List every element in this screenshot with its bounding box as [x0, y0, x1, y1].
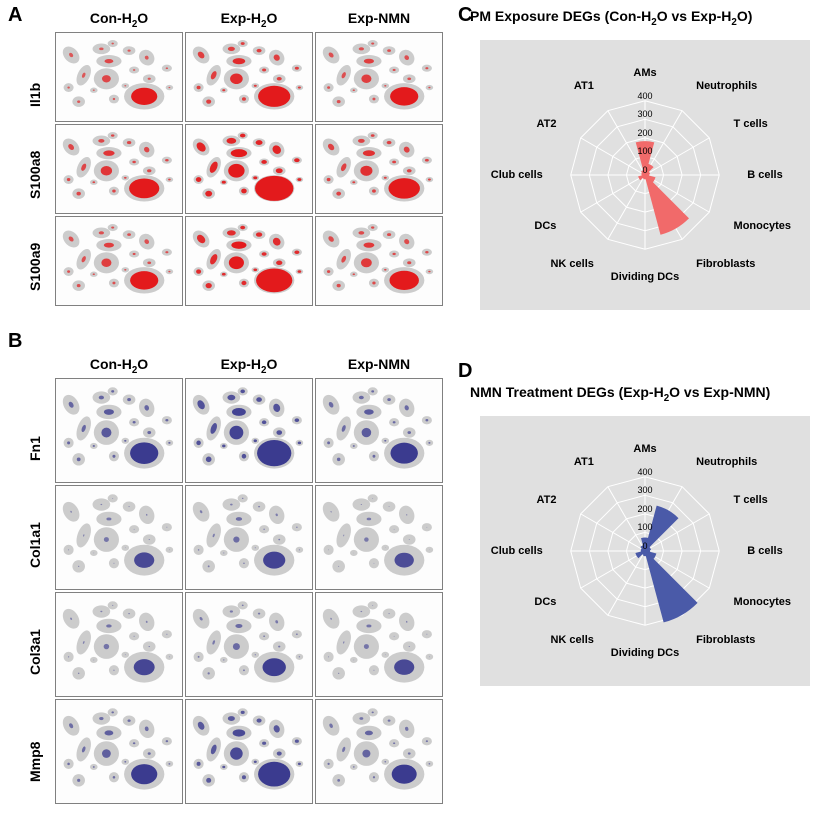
- radar-tick: 100: [633, 146, 657, 156]
- umap-cell: [185, 378, 313, 483]
- radar-category-label: NK cells: [514, 634, 594, 646]
- radar-category-label: Neutrophils: [696, 456, 757, 468]
- col-header: Exp-H2O: [185, 356, 313, 376]
- radar-category-label: AT2: [476, 494, 556, 506]
- umap-cell: [55, 485, 183, 590]
- panel-label-b: B: [8, 330, 22, 353]
- radar-category-label: Fibroblasts: [696, 634, 755, 646]
- radar-category-label: DCs: [476, 220, 556, 232]
- row-label: Il1b: [27, 47, 43, 107]
- umap-cell: [315, 699, 443, 804]
- radar-tick: 300: [633, 485, 657, 495]
- radar-category-label: Neutrophils: [696, 80, 757, 92]
- umap-cell: [315, 32, 443, 122]
- radar-tick: 0: [633, 165, 657, 175]
- panel-label-a: A: [8, 4, 22, 27]
- radar-category-label: Club cells: [463, 545, 543, 557]
- radar-category-label: AT2: [476, 118, 556, 130]
- umap-cell: [55, 592, 183, 697]
- radar-tick: 0: [633, 541, 657, 551]
- radar-category-label: Monocytes: [734, 596, 791, 608]
- radar-category-label: Dividing DCs: [605, 271, 685, 283]
- radar-title: PM Exposure DEGs (Con-H2O vs Exp-H2O): [470, 8, 820, 28]
- umap-cell: [55, 699, 183, 804]
- umap-cell: [55, 32, 183, 122]
- umap-cell: [55, 124, 183, 214]
- radar-tick: 400: [633, 91, 657, 101]
- row-label: Col1a1: [27, 508, 43, 568]
- radar-category-label: B cells: [747, 169, 782, 181]
- radar-category-label: Monocytes: [734, 220, 791, 232]
- col-header: Con-H2O: [55, 10, 183, 30]
- radar-category-label: AT1: [514, 456, 594, 468]
- col-header: Exp-NMN: [315, 356, 443, 372]
- radar-tick: 400: [633, 467, 657, 477]
- radar-category-label: AMs: [605, 443, 685, 455]
- umap-cell: [185, 592, 313, 697]
- panel-label-d: D: [458, 360, 472, 383]
- radar-category-label: T cells: [734, 494, 768, 506]
- radar-category-label: NK cells: [514, 258, 594, 270]
- radar-category-label: DCs: [476, 596, 556, 608]
- col-header: Exp-H2O: [185, 10, 313, 30]
- umap-cell: [55, 216, 183, 306]
- umap-cell: [315, 592, 443, 697]
- row-label: Fn1: [27, 401, 43, 461]
- umap-cell: [185, 216, 313, 306]
- radar-category-label: Fibroblasts: [696, 258, 755, 270]
- umap-cell: [315, 485, 443, 590]
- radar-category-label: Club cells: [463, 169, 543, 181]
- umap-cell: [185, 124, 313, 214]
- radar-category-label: T cells: [734, 118, 768, 130]
- col-header: Exp-NMN: [315, 10, 443, 26]
- umap-cell: [315, 216, 443, 306]
- umap-cell: [185, 32, 313, 122]
- umap-cell: [185, 699, 313, 804]
- radar-tick: 200: [633, 128, 657, 138]
- radar-title: NMN Treatment DEGs (Exp-H2O vs Exp-NMN): [470, 384, 820, 404]
- umap-cell: [315, 124, 443, 214]
- umap-cell: [185, 485, 313, 590]
- radar-tick: 200: [633, 504, 657, 514]
- row-label: S100a9: [27, 231, 43, 291]
- radar-tick: 100: [633, 522, 657, 532]
- radar-tick: 300: [633, 109, 657, 119]
- radar-category-label: AMs: [605, 67, 685, 79]
- radar-category-label: B cells: [747, 545, 782, 557]
- umap-cell: [55, 378, 183, 483]
- row-label: Col3a1: [27, 615, 43, 675]
- row-label: Mmp8: [27, 722, 43, 782]
- radar-category-label: Dividing DCs: [605, 647, 685, 659]
- row-label: S100a8: [27, 139, 43, 199]
- col-header: Con-H2O: [55, 356, 183, 376]
- umap-cell: [315, 378, 443, 483]
- radar-category-label: AT1: [514, 80, 594, 92]
